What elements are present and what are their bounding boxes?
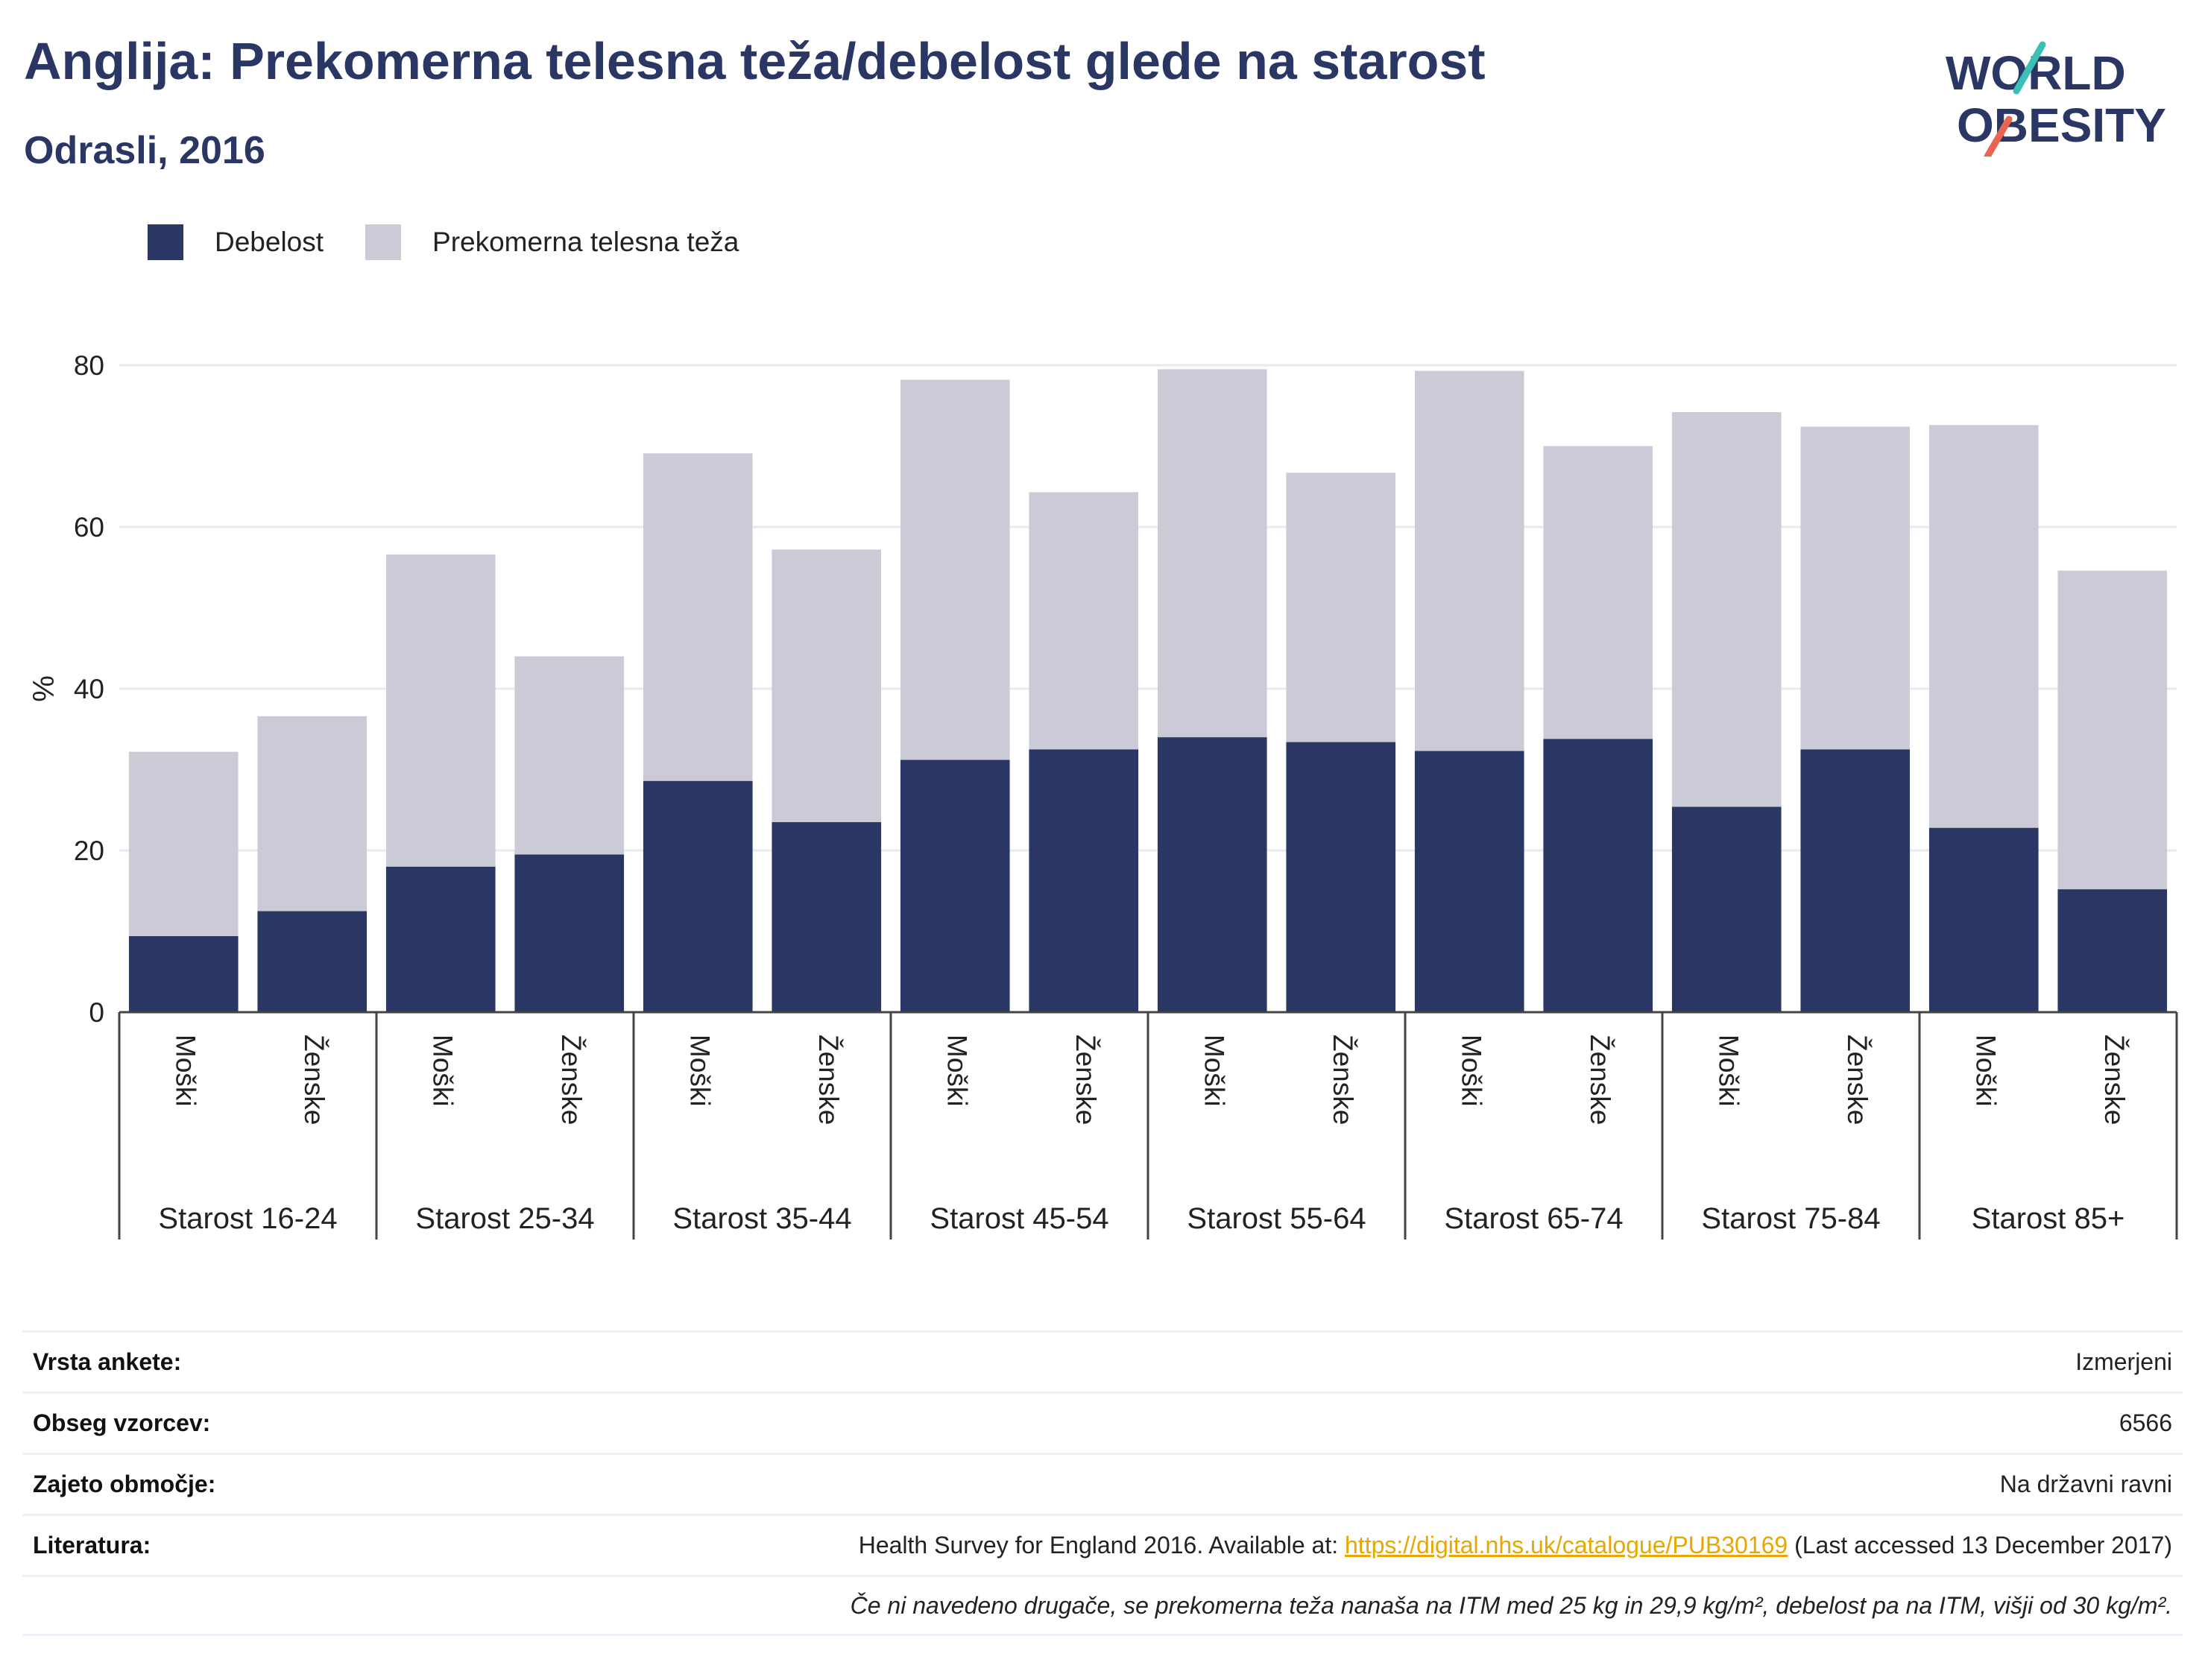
y-tick-label: 20 xyxy=(74,836,104,866)
info-value: Na državni ravni xyxy=(1999,1471,2172,1497)
bar-overweight xyxy=(1414,370,1524,751)
chart-title: Anglija: Prekomerna telesna teža/debelos… xyxy=(24,32,1486,90)
info-key: Zajeto območje: xyxy=(33,1471,216,1497)
x-group-label: Starost 65-74 xyxy=(1444,1202,1623,1235)
stacked-bar-chart: 0 20 40 60 80% Moški Ženske Moški Ženske Moški Žen… xyxy=(28,350,2178,1240)
x-subcategory-label: Ženske xyxy=(1585,1035,1615,1125)
chart-subtitle: Odrasli, 2016 xyxy=(24,129,265,172)
x-group-label: Starost 85+ xyxy=(1972,1202,2125,1235)
bar-obesity xyxy=(1157,737,1267,1012)
legend-label-obesity: Debelost xyxy=(215,227,324,257)
x-subcategory-label: Ženske xyxy=(299,1035,329,1125)
info-key: Obseg vzorcev: xyxy=(33,1409,211,1436)
x-subcategory-label: Ženske xyxy=(1842,1035,1873,1125)
legend-swatch-overweight xyxy=(365,224,402,260)
bar-overweight xyxy=(1928,425,2039,828)
bar-obesity xyxy=(1029,749,1139,1012)
x-subcategory-label: Ženske xyxy=(813,1035,844,1125)
bar-overweight xyxy=(772,549,882,823)
bar-overweight xyxy=(1543,446,1653,739)
info-key: Vrsta ankete: xyxy=(33,1348,182,1375)
bar-obesity xyxy=(900,760,1010,1012)
bar-overweight xyxy=(1029,492,1139,750)
bar-overweight xyxy=(643,453,753,781)
literature-link[interactable]: https://digital.nhs.uk/catalogue/PUB3016… xyxy=(1345,1532,1788,1559)
x-subcategory-label: Moški xyxy=(684,1035,715,1107)
x-subcategory-label: Moški xyxy=(1456,1035,1486,1107)
x-group-label: Starost 45-54 xyxy=(930,1202,1108,1235)
bar-obesity xyxy=(2057,889,2168,1012)
info-key: Literatura: xyxy=(33,1532,151,1559)
bar-overweight xyxy=(128,751,239,937)
bar-obesity xyxy=(128,936,239,1012)
chart-legend: Debelost Prekomerna telesna teža xyxy=(148,224,780,261)
bar-obesity xyxy=(1928,827,2039,1012)
info-value: Health Survey for England 2016. Availabl… xyxy=(859,1532,2172,1559)
bar-obesity xyxy=(1286,742,1396,1012)
svg-text:OBESITY: OBESITY xyxy=(1957,98,2166,152)
info-row-area-covered: Zajeto območje: Na državni ravni xyxy=(22,1453,2183,1514)
bar-obesity xyxy=(514,854,625,1012)
x-subcategory-label: Moški xyxy=(941,1035,972,1107)
info-row-survey-type: Vrsta ankete: Izmerjeni xyxy=(22,1330,2183,1392)
x-group-label: Starost 75-84 xyxy=(1701,1202,1880,1235)
bar-overweight xyxy=(1671,411,1782,807)
bar-obesity xyxy=(1414,751,1524,1012)
x-subcategory-label: Moški xyxy=(170,1035,201,1107)
literature-suffix: (Last accessed 13 December 2017) xyxy=(1788,1532,2172,1559)
bar-obesity xyxy=(643,780,753,1012)
x-subcategory-label: Moški xyxy=(427,1035,458,1107)
x-group-label: Starost 35-44 xyxy=(672,1202,851,1235)
x-subcategory-label: Moški xyxy=(1970,1035,2001,1107)
bmi-footnote: Če ni navedeno drugače, se prekomerna te… xyxy=(22,1575,2183,1636)
bar-overweight xyxy=(900,379,1010,760)
y-axis-label: % xyxy=(28,675,60,702)
y-tick-label: 40 xyxy=(74,674,104,704)
legend-swatch-obesity xyxy=(148,224,183,260)
bar-obesity xyxy=(772,822,882,1012)
bar-obesity xyxy=(1671,806,1782,1012)
x-subcategory-label: Ženske xyxy=(556,1035,587,1125)
legend-label-overweight: Prekomerna telesna teža xyxy=(432,227,739,257)
x-subcategory-label: Moški xyxy=(1199,1035,1229,1107)
info-table: Vrsta ankete: Izmerjeni Obseg vzorcev: 6… xyxy=(22,1330,2183,1636)
x-group-label: Starost 25-34 xyxy=(415,1202,594,1235)
bar-overweight xyxy=(257,716,368,912)
bar-obesity xyxy=(385,866,496,1012)
world-obesity-logo: WORLD OBESITY xyxy=(1946,41,2166,157)
y-tick-label: 0 xyxy=(89,997,104,1028)
bar-obesity xyxy=(257,911,368,1012)
bar-obesity xyxy=(1800,749,1911,1012)
bar-overweight xyxy=(1800,426,1911,750)
literature-prefix: Health Survey for England 2016. Availabl… xyxy=(858,1532,1345,1559)
x-subcategory-label: Ženske xyxy=(1328,1035,1358,1125)
bar-overweight xyxy=(1286,473,1396,742)
info-row-sample-size: Obseg vzorcev: 6566 xyxy=(22,1392,2183,1453)
bar-overweight xyxy=(385,554,496,867)
x-subcategory-label: Ženske xyxy=(1070,1035,1101,1125)
bar-overweight xyxy=(1157,369,1267,738)
x-group-label: Starost 55-64 xyxy=(1187,1202,1366,1235)
y-tick-label: 80 xyxy=(74,350,104,381)
x-group-label: Starost 16-24 xyxy=(158,1202,337,1235)
x-subcategory-label: Moški xyxy=(1713,1035,1744,1107)
bar-overweight xyxy=(2057,570,2168,890)
x-subcategory-label: Ženske xyxy=(2099,1035,2130,1125)
info-row-literature: Literatura: Health Survey for England 20… xyxy=(22,1514,2183,1575)
y-tick-label: 60 xyxy=(74,512,104,543)
info-value: Izmerjeni xyxy=(2075,1348,2172,1375)
info-value: 6566 xyxy=(2119,1409,2172,1436)
bar-overweight xyxy=(514,656,625,855)
bar-obesity xyxy=(1543,739,1653,1012)
